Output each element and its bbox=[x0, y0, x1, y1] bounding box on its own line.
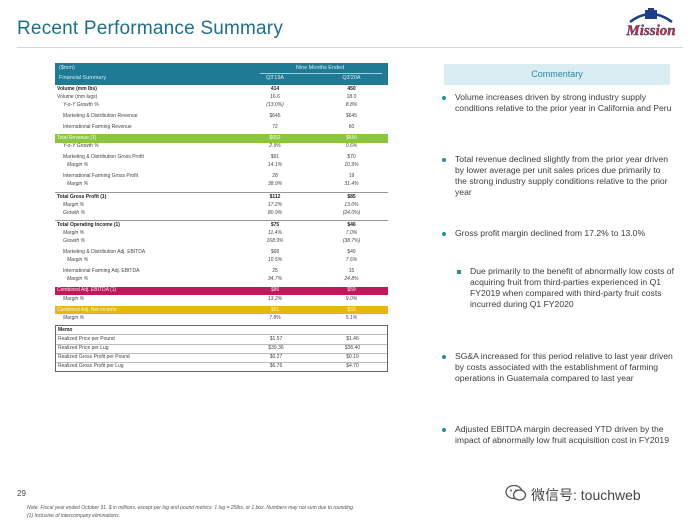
commentary-bullet: Gross profit margin declined from 17.2% … bbox=[442, 228, 674, 239]
page-number: 29 bbox=[17, 489, 26, 498]
table-row: Margin % 14.1% 10.9% bbox=[67, 162, 359, 169]
table-row: Margin % 13.2% 9.0% bbox=[63, 295, 358, 302]
commentary-header: Commentary bbox=[444, 64, 670, 85]
page-title: Recent Performance Summary bbox=[17, 18, 284, 39]
table-row: Margin % 10.5% 7.6% bbox=[67, 257, 358, 264]
column-header-q3-20: Q3'20A bbox=[342, 75, 361, 81]
net-income-row: Combined Adj. Net Income $51 $33 bbox=[55, 306, 388, 315]
table-row: Margin % 34.7% 24.8% bbox=[67, 276, 359, 283]
financial-summary-table: ($mm) Nine Months Ended Financial Summar… bbox=[55, 63, 388, 372]
table-row: Volume (mm lbs) 414 450 bbox=[57, 85, 356, 92]
wechat-watermark: 微信号: touchweb bbox=[505, 484, 695, 503]
table-row: Growth % 168.9% (38.7%) bbox=[63, 238, 361, 244]
table-row: Volume (mm lugs) 16.6 18.0 bbox=[57, 93, 357, 100]
table-row: Y-o-Y Growth % (13.0%) 8.8% bbox=[63, 101, 358, 108]
unit-label: ($mm) bbox=[59, 65, 75, 71]
table-header: ($mm) Nine Months Ended Financial Summar… bbox=[55, 63, 388, 85]
bullet-dot-icon bbox=[442, 158, 446, 162]
commentary-sub-bullet: Due primarily to the benefit of abnormal… bbox=[457, 266, 674, 310]
total-revenue-row: Total Revenue (1) $652 $656 bbox=[55, 134, 388, 143]
bullet-square-icon bbox=[457, 270, 461, 274]
table-row: Marketing & Distribution Adj. EBITDA $68 $… bbox=[63, 249, 356, 256]
footer-note: Note: Fiscal year ended October 31. $ in… bbox=[27, 505, 355, 511]
table-row: Margin % 17.2% 13.0% bbox=[63, 201, 359, 208]
watermark-text: 微信号: touchweb bbox=[531, 487, 641, 503]
table-row: International Farming Revenue 72 60 bbox=[63, 123, 355, 130]
svg-text:Mission: Mission bbox=[625, 23, 675, 39]
period-label: Nine Months Ended bbox=[295, 65, 345, 71]
wechat-icon bbox=[505, 484, 527, 501]
header-divider bbox=[17, 47, 683, 48]
combined-ebitda-row: Combined Adj. EBITDA (1) $86 $59 bbox=[55, 286, 388, 296]
column-header-q3-19: Q3'19A bbox=[265, 75, 285, 81]
commentary-bullet: Volume increases driven by strong indust… bbox=[442, 92, 674, 114]
table-row: Realized Gross Profit per Pound $0.27 $0.1… bbox=[56, 352, 387, 362]
footnote: (1) Inclusive of intercompany eliminatio… bbox=[27, 513, 121, 519]
mission-logo: Mission bbox=[625, 8, 676, 39]
table-row: Growth % 80.9% (24.0%) bbox=[63, 209, 361, 216]
table-row: Realized Price per Pound $1.57 $1.46 bbox=[56, 334, 387, 343]
bullet-dot-icon bbox=[442, 96, 446, 100]
table-row: Y-o-Y Growth % 2.9% 0.6% bbox=[63, 143, 358, 150]
table-row: Margin % 7.8% 5.1% bbox=[63, 314, 358, 321]
table-row: Total Operating Income (1) $75 $46 bbox=[55, 220, 388, 229]
table-row: International Farming Gross Profit 28 19 bbox=[63, 173, 355, 180]
bullet-dot-icon bbox=[442, 355, 446, 359]
table-row: Margin % 38.9% 31.4% bbox=[67, 181, 359, 188]
commentary-bullet: Total revenue declined slightly from the… bbox=[442, 154, 674, 198]
memo-box: Memo Realized Price per Pound $1.57 $1.46 … bbox=[55, 325, 388, 372]
table-row: Marketing & Distribution Gross Profit $91… bbox=[63, 154, 356, 161]
table-subtitle: Financial Summary bbox=[59, 75, 107, 81]
table-row: International Farming Adj. EBITDA 25 15 bbox=[63, 268, 355, 275]
table-row: Total Gross Profit (1) $112 $85 bbox=[55, 192, 388, 201]
memo-title: Memo bbox=[58, 326, 73, 333]
table-row: Realized Gross Profit per Lug $6.76 $4.70 bbox=[56, 361, 387, 371]
bullet-dot-icon bbox=[442, 232, 446, 236]
commentary-bullet: Adjusted EBITDA margin decreased YTD dri… bbox=[442, 424, 674, 446]
commentary-bullet: SG&A increased for this period relative … bbox=[442, 351, 674, 384]
bullet-dot-icon bbox=[442, 428, 446, 432]
table-row: Margin % 11.4% 7.0% bbox=[63, 229, 358, 236]
table-row: Realized Price per Lug $39.36 $36.40 bbox=[56, 343, 387, 353]
table-row: Marketing & Distribution Revenue $645 $645 bbox=[63, 112, 358, 119]
